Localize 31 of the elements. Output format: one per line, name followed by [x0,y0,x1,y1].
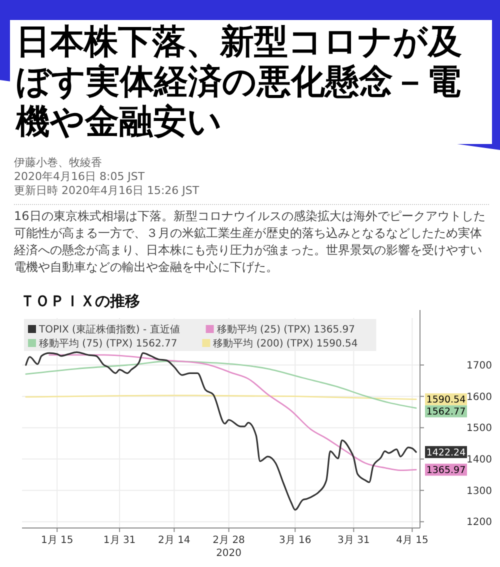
data-label: 1562.77 [426,406,466,418]
x-tick-label: 1月 15 [40,535,74,546]
line-series [25,351,417,511]
legend-label: 移動平均 (200) (TPX) 1590.54 [213,338,358,350]
text: 伊藤小巻、牧綾香 [14,156,103,170]
legend-label: TOPIX (東証株価指数) - 直近値 [38,324,180,336]
y-tick-label: 1700 [466,360,492,372]
chart-subtitle: ＴＯＰＩＸの推移 [20,292,140,311]
text: 2020年4月16日 8:05 JST [14,170,146,184]
line-series [25,360,417,409]
x-tick-label: 1月 31 [103,535,136,546]
x-axis-title: 2020 [216,548,242,559]
y-tick-label: 1400 [466,454,492,466]
x-tick-label: 2月 28 [212,535,245,546]
y-tick-label: 1500 [466,423,492,434]
x-tick-label: 2月 14 [158,535,190,546]
data-label: 1422.24 [426,447,466,458]
legend-label: 移動平均 (75) (TPX) 1562.77 [39,338,178,350]
text: 16日の東京株式相場は下落。新型コロナウイルスの感染拡大は海外でピークアウトした可能性が高まる一方で、３月の米鉱工業生産が歴史的落ち込みとなるなどしたため実体経済への懸念が高まり、日本株にも売り圧力が強まった。世界景気の影響を受けやすい電機や自動車などの輸出や金融を中心に下げた。 [14,204,489,276]
data-label: 1590.54 [426,394,466,406]
x-tick-label: 3月 16 [279,535,312,546]
legend-label: 移動平均 (25) (TPX) 1365.97 [216,324,356,336]
x-tick-label: 4月 15 [396,535,428,546]
y-tick-label: 1300 [466,486,492,497]
text: 更新日時 2020年4月16日 15:26 JST [14,184,200,198]
x-tick-label: 3月 31 [338,535,370,546]
line-series [48,354,417,472]
y-tick-label: 1600 [466,392,492,403]
chart-title: 日本株下落、新型コロナが及ぼす実体経済の悪化懸念－電機や金融安い [10,20,492,144]
y-tick-label: 1200 [466,517,492,528]
data-label: 1365.97 [426,465,466,476]
